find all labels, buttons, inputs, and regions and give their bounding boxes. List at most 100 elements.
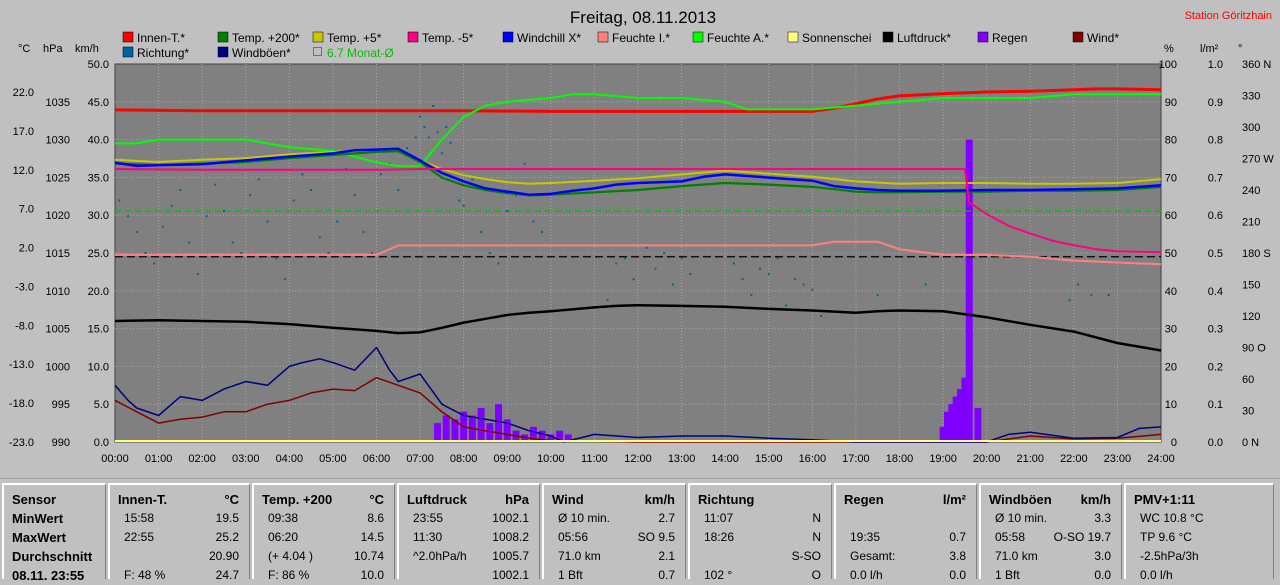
weather-chart: Freitag, 08.11.2013 Station Göritzhain I… bbox=[8, 8, 1275, 465]
direction-point bbox=[196, 273, 199, 275]
axis-title-degc: °C bbox=[18, 43, 30, 55]
stats-label: F: 48 % bbox=[124, 568, 166, 582]
stats-row: 11:30 1008.2 bbox=[399, 528, 539, 547]
legend-swatch bbox=[882, 31, 894, 43]
stats-label: 1 Bft bbox=[995, 568, 1020, 582]
x-tick-label: 01:00 bbox=[145, 453, 173, 465]
stats-header-label: Windböen bbox=[989, 492, 1052, 507]
legend-label: Feuchte A.* bbox=[707, 31, 769, 45]
rain-bar bbox=[547, 434, 555, 442]
direction-point bbox=[327, 252, 330, 254]
legend-item: 6.7 Monat-Ø bbox=[313, 46, 394, 60]
direction-point bbox=[318, 236, 321, 239]
lm2-tick-label: 0.8 bbox=[1208, 135, 1223, 147]
series-line bbox=[114, 168, 1162, 254]
stats-row: 15:58 19.5 bbox=[110, 509, 249, 528]
degc-tick-label: 7.0 bbox=[19, 204, 34, 216]
x-tick-label: 18:00 bbox=[886, 453, 914, 465]
stats-value: 10.0 bbox=[360, 568, 384, 582]
legend-label: Wind* bbox=[1087, 31, 1119, 45]
legend-swatch bbox=[122, 46, 134, 58]
stats-value: 1008.2 bbox=[492, 530, 529, 544]
x-tick-label: 14:00 bbox=[711, 453, 739, 465]
legend-label: Feuchte I.* bbox=[612, 31, 670, 45]
kmh-tick-label: 0.0 bbox=[94, 437, 109, 449]
x-tick-label: 24:00 bbox=[1147, 453, 1175, 465]
legend-item: Sonnenschei bbox=[787, 31, 871, 45]
stats-value: N bbox=[812, 530, 821, 544]
direction-point bbox=[353, 194, 356, 197]
direction-point bbox=[671, 283, 674, 286]
legend-swatch bbox=[977, 31, 989, 43]
direction-point bbox=[161, 225, 164, 228]
stats-row: 71.0 km 2.1 bbox=[544, 547, 685, 566]
direction-point bbox=[654, 267, 657, 270]
deg-tick-label: 90 O bbox=[1242, 343, 1266, 355]
hpa-tick-label: 1015 bbox=[46, 248, 70, 260]
legend-label: Temp. +200* bbox=[232, 31, 300, 45]
pct-tick-label: 60 bbox=[1165, 210, 1177, 222]
stats-value: O bbox=[811, 568, 821, 582]
deg-tick-label: 360 N bbox=[1242, 59, 1271, 71]
degc-tick-label: -13.0 bbox=[9, 359, 34, 371]
degc-tick-label: 2.0 bbox=[19, 243, 34, 255]
stats-header: Sensor bbox=[4, 490, 105, 509]
stats-value: 24.7 bbox=[215, 568, 239, 582]
kmh-tick-label: 40.0 bbox=[88, 135, 109, 147]
x-tick-label: 19:00 bbox=[929, 453, 957, 465]
x-tick-label: 04:00 bbox=[276, 453, 304, 465]
direction-point bbox=[741, 278, 744, 281]
rain-bar bbox=[521, 434, 529, 442]
direction-point bbox=[1068, 299, 1071, 302]
stats-row: 1002.1 bbox=[399, 566, 539, 585]
stats-panel: Luftdruck hPa 23:55 1002.1 11:30 1008.2 ^2.0hP… bbox=[397, 483, 540, 582]
axes: 00:00 01:00 02:00 03:00 04:00 05:00 06:00 07:00… bbox=[9, 59, 1274, 465]
stats-value: 2.1 bbox=[658, 549, 675, 563]
stats-row: 19:35 0.7 bbox=[836, 528, 976, 547]
rain-bar bbox=[442, 415, 450, 442]
direction-point bbox=[924, 283, 927, 286]
stats-row: Gesamt: 3.8 bbox=[836, 547, 976, 566]
legend-label: Temp. +5* bbox=[327, 31, 382, 45]
direction-point bbox=[767, 273, 770, 275]
stats-header-unit: km/h bbox=[644, 492, 675, 507]
stats-header: Richtung bbox=[690, 490, 831, 509]
lm2-tick-label: 1.0 bbox=[1208, 59, 1223, 71]
x-tick-label: 08:00 bbox=[450, 453, 478, 465]
deg-tick-label: 0 N bbox=[1242, 437, 1259, 449]
direction-point bbox=[1077, 283, 1080, 286]
pct-tick-label: 20 bbox=[1165, 361, 1177, 373]
stats-row: F: 48 % 24.7 bbox=[110, 566, 249, 585]
direction-point bbox=[257, 178, 260, 181]
kmh-tick-label: 50.0 bbox=[88, 59, 109, 71]
stats-header-label: PMV+1:11 bbox=[1134, 492, 1196, 507]
direction-point bbox=[506, 210, 509, 212]
legend-label: 6.7 Monat-Ø bbox=[327, 46, 394, 60]
rain-bar bbox=[556, 430, 564, 442]
stats-header-unit: l/m² bbox=[942, 492, 966, 507]
stats-header-label: Luftdruck bbox=[407, 492, 467, 507]
direction-point bbox=[144, 252, 147, 254]
direction-point bbox=[663, 252, 666, 254]
direction-point bbox=[462, 204, 465, 207]
direction-point bbox=[153, 262, 156, 265]
lm2-tick-label: 0.6 bbox=[1208, 210, 1223, 222]
series-line bbox=[114, 87, 1162, 113]
stats-row: 05:56 SO 9.5 bbox=[544, 528, 685, 547]
stats-row: 20.90 bbox=[110, 547, 249, 566]
stats-row: 102 ° O bbox=[690, 566, 831, 585]
hpa-tick-label: 995 bbox=[52, 399, 70, 411]
direction-point bbox=[497, 262, 500, 265]
stats-value: 10.74 bbox=[353, 549, 384, 563]
deg-tick-label: 330 bbox=[1242, 91, 1260, 103]
direction-point bbox=[680, 257, 683, 260]
stats-label: (+ 4.04 ) bbox=[268, 549, 314, 563]
chart-legend: Innen-T.* Temp. +200* Temp. +5* Temp. -5* Wi… bbox=[122, 31, 1119, 60]
direction-point bbox=[615, 262, 618, 265]
stats-label: 102 ° bbox=[704, 568, 733, 582]
series-line bbox=[114, 147, 1162, 196]
direction-point bbox=[188, 241, 191, 244]
hpa-tick-label: 990 bbox=[52, 437, 70, 449]
stats-panel: Sensor MinWert MaxWert Durchschnitt 08.11. 2… bbox=[2, 483, 106, 583]
direction-point bbox=[301, 173, 304, 176]
